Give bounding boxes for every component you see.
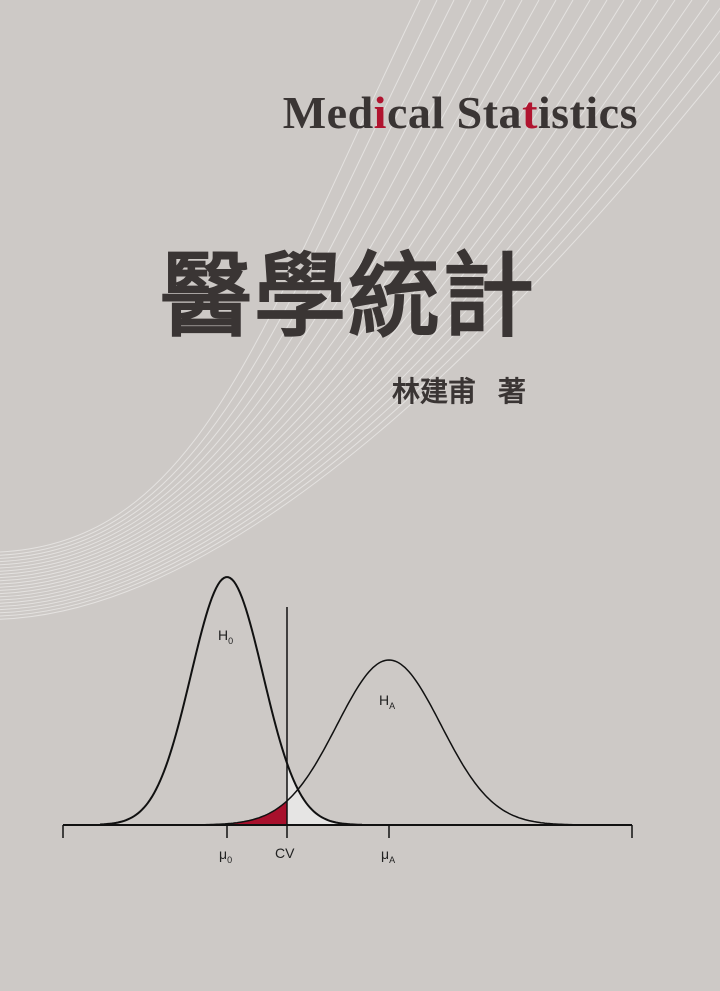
muA-tick-label: μA <box>381 846 396 865</box>
author-name: 林建甫 <box>392 375 477 408</box>
decorative-curve <box>0 70 720 620</box>
decorative-curve <box>0 7 720 611</box>
decorative-curve <box>0 0 710 607</box>
h0-label: H0 <box>218 627 234 646</box>
decorative-curve <box>0 0 642 595</box>
decorative-curve <box>0 0 625 591</box>
decorative-curve <box>0 0 608 588</box>
cv-tick-label: CV <box>275 845 295 861</box>
english-title-seg3: istics <box>537 87 638 138</box>
mu0-tick-label: μ0 <box>219 846 233 865</box>
decorative-curve <box>0 0 676 601</box>
english-title-seg2: cal Sta <box>386 87 523 138</box>
decorative-curve <box>0 0 438 556</box>
english-title-red-t: t <box>522 87 538 138</box>
decorative-curve <box>0 0 557 579</box>
english-title: Medical Statistics <box>283 86 638 139</box>
decorative-curve <box>0 0 540 575</box>
decorative-curve <box>0 0 693 604</box>
decorative-curve <box>0 0 489 566</box>
alpha-region-shade <box>287 763 360 825</box>
decorative-curve <box>0 0 574 582</box>
author-line: 林建甫著 <box>392 370 526 410</box>
decorative-curve <box>0 0 421 553</box>
author-suffix: 著 <box>498 375 527 408</box>
decorative-curve <box>0 0 506 569</box>
decorative-curve <box>0 51 720 617</box>
decorative-curve <box>0 29 720 614</box>
decorative-curve-lines <box>0 0 720 620</box>
hypothesis-distribution-figure <box>62 576 633 838</box>
ha-curve <box>145 659 631 826</box>
decorative-curve <box>0 0 523 572</box>
decorative-curve <box>0 0 591 585</box>
english-title-seg1: Med <box>282 87 374 138</box>
h0-curve <box>99 576 363 826</box>
decorative-curve <box>0 0 472 563</box>
decorative-curve <box>0 0 455 559</box>
chinese-title: 醫學統計 <box>160 243 537 350</box>
ha-label: HA <box>379 692 396 711</box>
english-title-red-i: i <box>373 87 387 138</box>
beta-region-shade <box>145 800 287 825</box>
decorative-curve <box>0 0 659 598</box>
